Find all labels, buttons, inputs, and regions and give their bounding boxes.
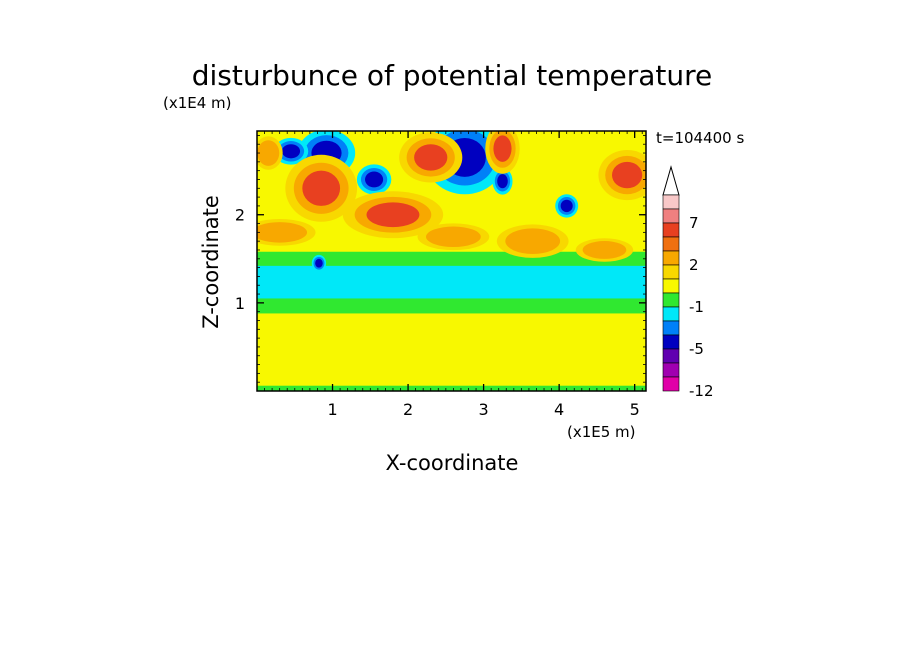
y-axis: 12	[235, 135, 646, 383]
colorbar-swatch	[662, 250, 680, 266]
x-unit-label: (x1E5 m)	[567, 423, 636, 441]
colorbar-label: 7	[689, 214, 699, 232]
colorbar-swatch	[662, 194, 680, 210]
cold-anomaly	[555, 194, 579, 218]
colorbar-swatch	[662, 362, 680, 378]
warm-anomaly	[342, 191, 444, 239]
warm-anomaly	[598, 149, 646, 201]
colorbar-swatch	[662, 292, 680, 308]
y-tick-label: 1	[235, 294, 245, 313]
colorbar-swatch	[662, 348, 680, 364]
colorbar-swatch	[662, 334, 680, 350]
colorbar-swatch	[662, 236, 680, 252]
time-label: t=104400 s	[656, 129, 744, 147]
colorbar-swatch	[662, 278, 680, 294]
colorbar-label: 2	[689, 256, 699, 274]
warm-anomaly	[285, 154, 358, 222]
colorbar-swatch	[662, 208, 680, 224]
warm-anomaly	[417, 223, 490, 251]
y-tick-label: 2	[235, 206, 245, 225]
x-tick-label: 3	[479, 400, 489, 419]
cold-anomaly	[492, 167, 513, 195]
colorbar-label: -5	[689, 340, 704, 358]
x-axis: 1 2 3 4 5	[264, 131, 643, 419]
colorbar-swatch	[662, 222, 680, 238]
warm-anomaly	[575, 238, 634, 262]
warm-anomaly	[399, 132, 463, 183]
warm-anomaly	[496, 224, 569, 258]
chart-title: disturbunce of potential temperature	[192, 59, 713, 92]
plot-frame	[256, 130, 647, 392]
x-tick-label: 5	[630, 400, 640, 419]
colorbar-swatch	[662, 306, 680, 322]
contour-band	[257, 298, 646, 314]
colorbar-label: -12	[689, 382, 714, 400]
y-unit-label: (x1E4 m)	[163, 94, 232, 112]
cold-anomaly	[311, 254, 327, 272]
colorbar-swatch	[662, 264, 680, 280]
plot-area	[257, 131, 646, 391]
colorbar-swatch	[662, 320, 680, 336]
x-tick-label: 1	[327, 400, 337, 419]
cold-anomaly	[273, 137, 309, 165]
y-axis-label: Z-coordinate	[199, 195, 223, 329]
colorbar: 7 2 -1 -5 -12	[662, 165, 714, 400]
colorbar-label: -1	[689, 298, 704, 316]
x-tick-label: 4	[554, 400, 564, 419]
colorbar-open-arrow	[662, 165, 680, 196]
warm-anomaly	[485, 131, 520, 174]
warm-anomaly	[257, 136, 283, 170]
warm-anomaly	[257, 218, 316, 246]
colorbar-swatch	[662, 376, 680, 392]
contour-band	[257, 385, 646, 391]
cold-anomaly	[356, 164, 392, 195]
x-axis-label: X-coordinate	[386, 451, 519, 475]
x-tick-label: 2	[403, 400, 413, 419]
